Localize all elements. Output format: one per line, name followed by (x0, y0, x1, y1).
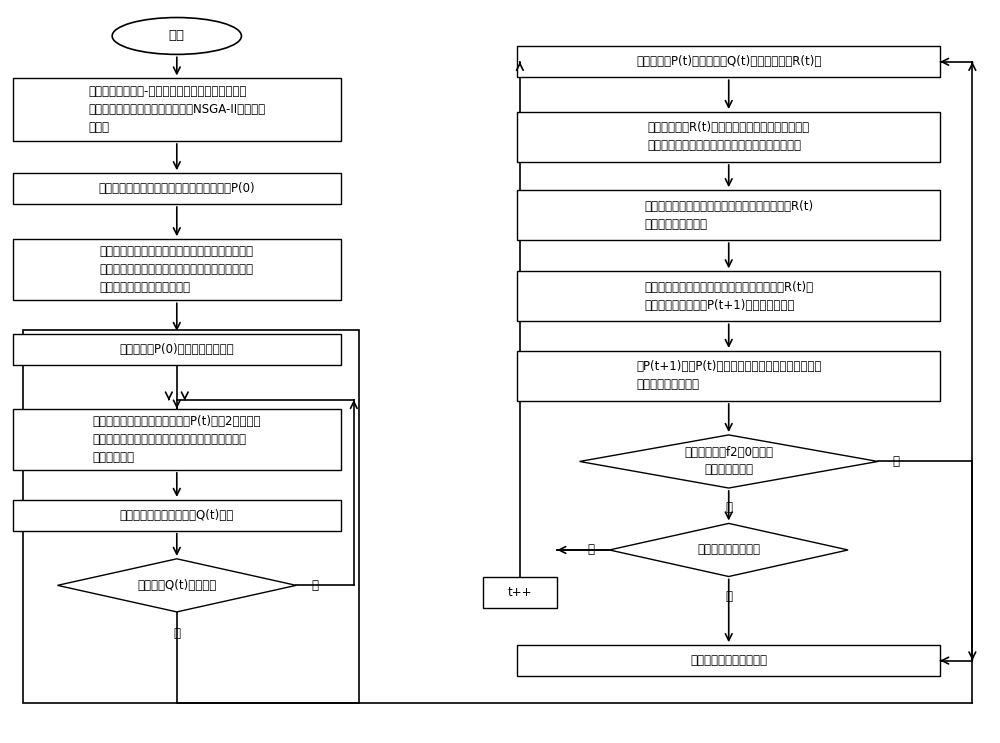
Text: 是: 是 (173, 626, 180, 640)
Bar (23, 330, 359, 704)
Text: 初始化，输入炼钔-连铸工厂的工序、设备参数，以
及生产计划和钔种信息，并设置与NSGA-II算法相关
参数；: 初始化，输入炼钔-连铸工厂的工序、设备参数，以 及生产计划和钔种信息，并设置与N… (88, 85, 265, 134)
Bar (13, 409, 341, 470)
Text: 种群中已出现f2为0的个体
且多代不进化？: 种群中已出现f2为0的个体 且多代不进化？ (684, 447, 773, 476)
Text: 开始: 开始 (169, 30, 185, 42)
Polygon shape (609, 523, 848, 577)
Bar (13, 500, 341, 531)
Text: 否: 否 (725, 502, 732, 514)
Text: 针对临时种群R(t)中每条染色体，依次进行时间分
配、设备指派和冲突消解，然后计算其适应度值；: 针对临时种群R(t)中每条染色体，依次进行时间分 配、设备指派和冲突消解，然后计… (648, 122, 810, 152)
Ellipse shape (112, 18, 241, 54)
Bar (13, 334, 341, 365)
Bar (13, 173, 341, 204)
Text: 依据边界集和偏序集的构造方法，构造临时种群R(t)
的边界集和偏序集；: 依据边界集和偏序集的构造方法，构造临时种群R(t) 的边界集和偏序集； (644, 200, 813, 230)
Bar (13, 239, 341, 300)
Text: 将子代个体加入子代种群Q(t)中去: 将子代个体加入子代种群Q(t)中去 (120, 509, 234, 522)
Text: 用P(t+1)替换P(t)，作为下一次进化计算中交叉和变
异操作的父代种群；: 用P(t+1)替换P(t)，作为下一次进化计算中交叉和变 异操作的父代种群； (636, 360, 821, 392)
Bar (13, 78, 341, 141)
Text: 是: 是 (893, 455, 900, 468)
Polygon shape (580, 435, 878, 488)
Text: 针对初始种群中每条染色体，即每组给定的浇次开
浇时刻向量，依次进行时间分配、设备指派和冲突
消解，然后计算其适应度值；: 针对初始种群中每条染色体，即每组给定的浇次开 浇时刻向量，依次进行时间分配、设备… (100, 245, 254, 294)
Polygon shape (57, 559, 296, 612)
Text: t++: t++ (508, 586, 532, 600)
Text: 按照由偏序集确定的次序，依次选取临时种群R(t)中
个体加入下一代种群P(t+1)中，直至填满；: 按照由偏序集确定的次序，依次选取临时种群R(t)中 个体加入下一代种群P(t+1… (644, 281, 813, 312)
Text: 对初始种群P(0)中的个体进行排序: 对初始种群P(0)中的个体进行排序 (119, 343, 234, 356)
Text: 子代种群Q(t)被填满？: 子代种群Q(t)被填满？ (137, 579, 216, 592)
Bar (517, 271, 940, 322)
Bar (517, 190, 940, 240)
Text: 是: 是 (725, 590, 732, 603)
Bar (517, 351, 940, 401)
Bar (517, 645, 940, 676)
Bar (483, 577, 557, 609)
Text: 否: 否 (311, 579, 318, 592)
Text: 将父代种群P(t)和子代种群Q(t)并入临时种群R(t)中: 将父代种群P(t)和子代种群Q(t)并入临时种群R(t)中 (636, 55, 821, 68)
Text: 否: 否 (587, 543, 594, 557)
Text: 随机产生指定数目的染色体，构成初始种群P(0): 随机产生指定数目的染色体，构成初始种群P(0) (98, 182, 255, 195)
Bar (517, 112, 940, 162)
Text: 采用联赛选择机制任选父代种群P(t)中的2个个体进
行随机配对，执行多点交叉和多项式变异操作，生
成子代个体；: 采用联赛选择机制任选父代种群P(t)中的2个个体进 行随机配对，执行多点交叉和多… (93, 415, 261, 464)
Text: 已达最大进化代数？: 已达最大进化代数？ (697, 543, 760, 557)
Text: 输出优化结果，算法结束: 输出优化结果，算法结束 (690, 654, 767, 667)
Bar (517, 46, 940, 77)
